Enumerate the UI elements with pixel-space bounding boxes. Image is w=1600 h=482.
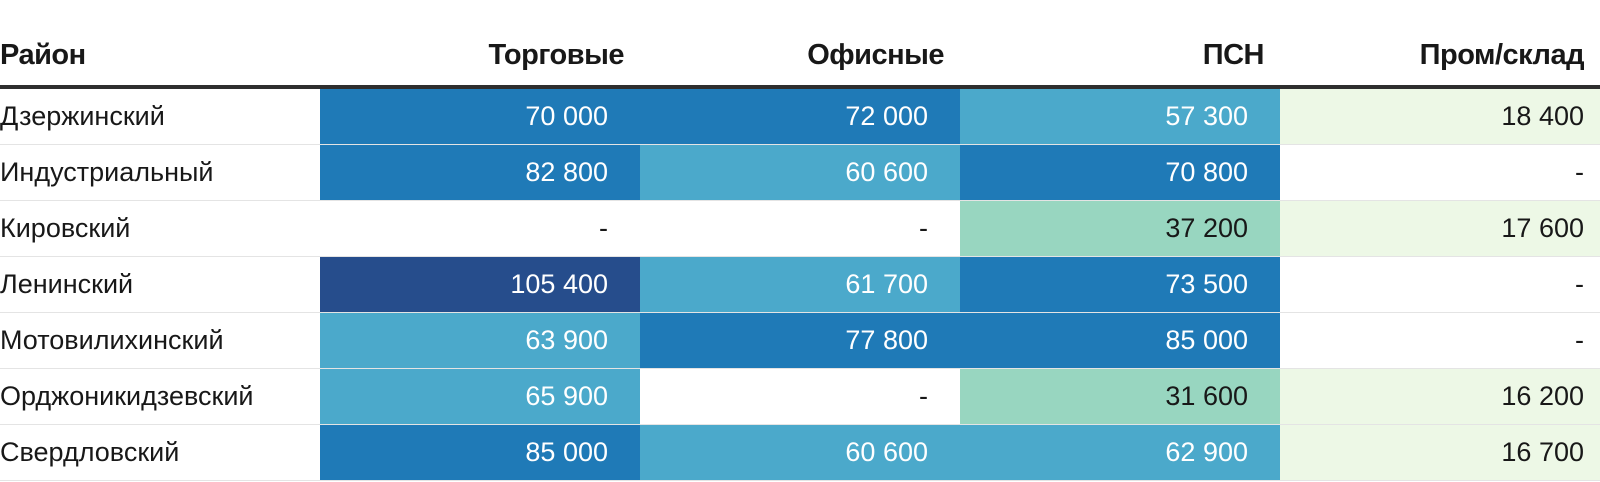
cell-psn: 73 500 bbox=[960, 256, 1280, 313]
district-name: Свердловский bbox=[0, 424, 320, 481]
district-name: Дзержинский bbox=[0, 87, 320, 145]
table-row: Дзержинский 70 000 72 000 57 300 18 400 bbox=[0, 87, 1600, 145]
cell-industrial: 17 600 bbox=[1280, 200, 1600, 257]
district-name: Кировский bbox=[0, 200, 320, 257]
cell-psn: 31 600 bbox=[960, 368, 1280, 425]
cell-industrial: 18 400 bbox=[1280, 87, 1600, 145]
cell-office: 61 700 bbox=[640, 256, 960, 313]
cell-office: - bbox=[640, 368, 960, 425]
column-header-district[interactable]: Район bbox=[0, 25, 320, 89]
header-row: Район Торговые Офисные ПСН Пром/склад bbox=[0, 25, 1600, 89]
cell-office: 77 800 bbox=[640, 312, 960, 369]
cell-office: 60 600 bbox=[640, 144, 960, 201]
cell-office: - bbox=[640, 200, 960, 257]
table-row: Свердловский 85 000 60 600 62 900 16 700 bbox=[0, 424, 1600, 481]
cell-industrial: 16 200 bbox=[1280, 368, 1600, 425]
cell-industrial: - bbox=[1280, 256, 1600, 313]
table-row: Орджоникидзевский 65 900-31 600 16 200 bbox=[0, 368, 1600, 425]
cell-retail: 63 900 bbox=[320, 312, 640, 369]
cell-retail: - bbox=[320, 200, 640, 257]
table-row: Ленинский 105 400 61 700 73 500- bbox=[0, 256, 1600, 313]
cell-industrial: - bbox=[1280, 312, 1600, 369]
cell-retail: 70 000 bbox=[320, 87, 640, 145]
column-header-industrial[interactable]: Пром/склад bbox=[1280, 25, 1600, 89]
column-header-psn[interactable]: ПСН bbox=[960, 25, 1280, 89]
cell-office: 72 000 bbox=[640, 87, 960, 145]
district-name: Орджоникидзевский bbox=[0, 368, 320, 425]
cell-psn: 85 000 bbox=[960, 312, 1280, 369]
cell-retail: 105 400 bbox=[320, 256, 640, 313]
district-name: Индустриальный bbox=[0, 144, 320, 201]
cell-psn: 62 900 bbox=[960, 424, 1280, 481]
district-name: Мотовилихинский bbox=[0, 312, 320, 369]
column-header-office[interactable]: Офисные bbox=[640, 25, 960, 89]
cell-industrial: 16 700 bbox=[1280, 424, 1600, 481]
cell-retail: 85 000 bbox=[320, 424, 640, 481]
table-body: Дзержинский 70 000 72 000 57 300 18 400 Индус… bbox=[0, 87, 1600, 481]
district-name: Ленинский bbox=[0, 256, 320, 313]
cell-retail: 65 900 bbox=[320, 368, 640, 425]
cell-office: 60 600 bbox=[640, 424, 960, 481]
table-row: Мотовилихинский 63 900 77 800 85 000- bbox=[0, 312, 1600, 369]
cell-psn: 37 200 bbox=[960, 200, 1280, 257]
column-header-retail[interactable]: Торговые bbox=[320, 25, 640, 89]
cell-psn: 57 300 bbox=[960, 87, 1280, 145]
heatmap-table: Район Торговые Офисные ПСН Пром/склад Дз… bbox=[0, 25, 1600, 481]
cell-psn: 70 800 bbox=[960, 144, 1280, 201]
table-row: Кировский - -37 200 17 600 bbox=[0, 200, 1600, 257]
cell-industrial: - bbox=[1280, 144, 1600, 201]
cell-retail: 82 800 bbox=[320, 144, 640, 201]
table-row: Индустриальный 82 800 60 600 70 800- bbox=[0, 144, 1600, 201]
